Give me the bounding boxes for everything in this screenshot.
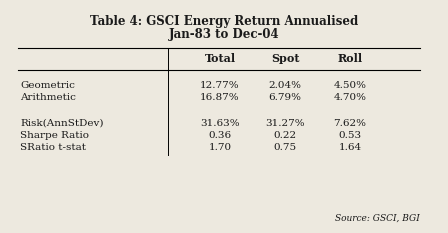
Text: 12.77%: 12.77% bbox=[200, 80, 240, 89]
Text: 1.70: 1.70 bbox=[208, 143, 232, 151]
Text: Table 4: GSCI Energy Return Annualised: Table 4: GSCI Energy Return Annualised bbox=[90, 15, 358, 28]
Text: Total: Total bbox=[204, 54, 236, 65]
Text: Sharpe Ratio: Sharpe Ratio bbox=[20, 130, 89, 140]
Text: Roll: Roll bbox=[337, 54, 362, 65]
Text: 0.75: 0.75 bbox=[273, 143, 297, 151]
Text: 2.04%: 2.04% bbox=[268, 80, 302, 89]
Text: 1.64: 1.64 bbox=[338, 143, 362, 151]
Text: 31.27%: 31.27% bbox=[265, 119, 305, 127]
Text: 6.79%: 6.79% bbox=[268, 93, 302, 102]
Text: 0.36: 0.36 bbox=[208, 130, 232, 140]
Text: 31.63%: 31.63% bbox=[200, 119, 240, 127]
Text: 0.22: 0.22 bbox=[273, 130, 297, 140]
Text: 7.62%: 7.62% bbox=[333, 119, 366, 127]
Text: Source: GSCI, BGI: Source: GSCI, BGI bbox=[335, 214, 420, 223]
Text: Risk(AnnStDev): Risk(AnnStDev) bbox=[20, 119, 103, 127]
Text: 4.50%: 4.50% bbox=[333, 80, 366, 89]
Text: Spot: Spot bbox=[271, 54, 299, 65]
Text: 0.53: 0.53 bbox=[338, 130, 362, 140]
Text: SRatio t-stat: SRatio t-stat bbox=[20, 143, 86, 151]
Text: Arithmetic: Arithmetic bbox=[20, 93, 76, 102]
Text: 4.70%: 4.70% bbox=[333, 93, 366, 102]
Text: 16.87%: 16.87% bbox=[200, 93, 240, 102]
Text: Jan-83 to Dec-04: Jan-83 to Dec-04 bbox=[169, 28, 279, 41]
Text: Geometric: Geometric bbox=[20, 80, 75, 89]
